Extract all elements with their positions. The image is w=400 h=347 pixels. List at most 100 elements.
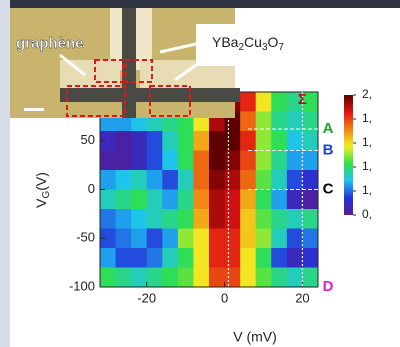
heat-cell [256,131,272,151]
heat-cell [271,268,287,288]
heat-cell [240,190,256,210]
heat-cell [240,92,256,112]
level-label: A [323,120,334,137]
heat-cell [225,248,241,268]
heat-cell [271,112,287,132]
heat-cell [256,268,272,288]
heat-cell [131,131,147,151]
heat-cell [178,190,194,210]
colorbar-tick-label: 1, [362,159,372,173]
heat-cell [271,92,287,112]
heat-cell [178,268,194,288]
heat-cell [271,229,287,249]
x-tick-label: 20 [295,290,309,305]
heat-cell [116,268,132,288]
heat-cell [193,209,209,229]
heat-cell [287,151,303,171]
heat-cell [225,268,241,288]
marker-label: Σ [298,91,307,108]
heat-cell [302,151,318,171]
heat-cell [178,151,194,171]
heat-cell [287,112,303,132]
heat-cell [147,190,163,210]
heat-cell [256,112,272,132]
heat-cell [100,190,116,210]
heat-cell [287,229,303,249]
heat-cell [131,268,147,288]
heat-cell [240,151,256,171]
heat-cell [225,190,241,210]
heat-cell [116,131,132,151]
heat-cell [271,190,287,210]
heat-cell [162,170,178,190]
heat-cell [209,170,225,190]
heat-cell [256,151,272,171]
heat-cell [100,268,116,288]
y-tick-label: -100 [69,278,95,293]
heat-cell [162,151,178,171]
heat-cell [178,209,194,229]
heat-cell [116,190,132,210]
x-tick-label: 0 [221,290,228,305]
heat-cell [256,190,272,210]
heat-cell [209,268,225,288]
heat-cell [116,151,132,171]
heat-cell [287,190,303,210]
heat-cell [209,248,225,268]
heat-cell [240,131,256,151]
heat-cell [178,229,194,249]
heat-cell [100,151,116,171]
heat-cell [100,209,116,229]
heat-cell [131,209,147,229]
heat-cell [131,170,147,190]
heat-cell [116,248,132,268]
figure: -20020-100-50050ΘΣABCD V (mV) VG(V) 2,1,… [0,0,400,347]
heat-cell [178,248,194,268]
heat-cell [147,131,163,151]
heat-cell [240,248,256,268]
heat-cell [256,248,272,268]
level-label: C [323,180,334,197]
y-tick-label: 50 [81,132,95,147]
heat-cell [287,248,303,268]
heat-cell [225,229,241,249]
heat-cell [116,209,132,229]
level-label: D [323,278,334,295]
heat-cell [302,209,318,229]
heat-cell [131,229,147,249]
heat-cell [131,190,147,210]
colorbar-tick-label: 1, [362,111,372,125]
heat-cell [271,170,287,190]
heat-cell [162,229,178,249]
heat-cell [162,268,178,288]
heat-cell [271,248,287,268]
heat-cell [147,209,163,229]
heat-cell [256,229,272,249]
heat-cell [162,209,178,229]
heat-cell [302,229,318,249]
heat-cell [193,151,209,171]
graphene-label: graphène [16,35,84,52]
heat-cell [240,112,256,132]
side-bar [0,0,10,347]
heat-cell [193,268,209,288]
level-label: B [323,141,334,158]
heat-cell [302,131,318,151]
x-axis-label: V (mV) [233,329,277,345]
heat-cell [147,151,163,171]
heat-cell [162,131,178,151]
heat-cell [256,92,272,112]
heat-cell [225,209,241,229]
heat-cell [193,229,209,249]
colorbar-tick-label: 0, [362,207,372,221]
heat-cell [240,268,256,288]
heat-cell [256,209,272,229]
heat-cell [287,170,303,190]
heat-cell [209,229,225,249]
heat-cell [131,248,147,268]
heat-cell [240,209,256,229]
heat-cell [193,190,209,210]
heat-cell [225,170,241,190]
heat-cell [209,131,225,151]
heat-cell [302,170,318,190]
